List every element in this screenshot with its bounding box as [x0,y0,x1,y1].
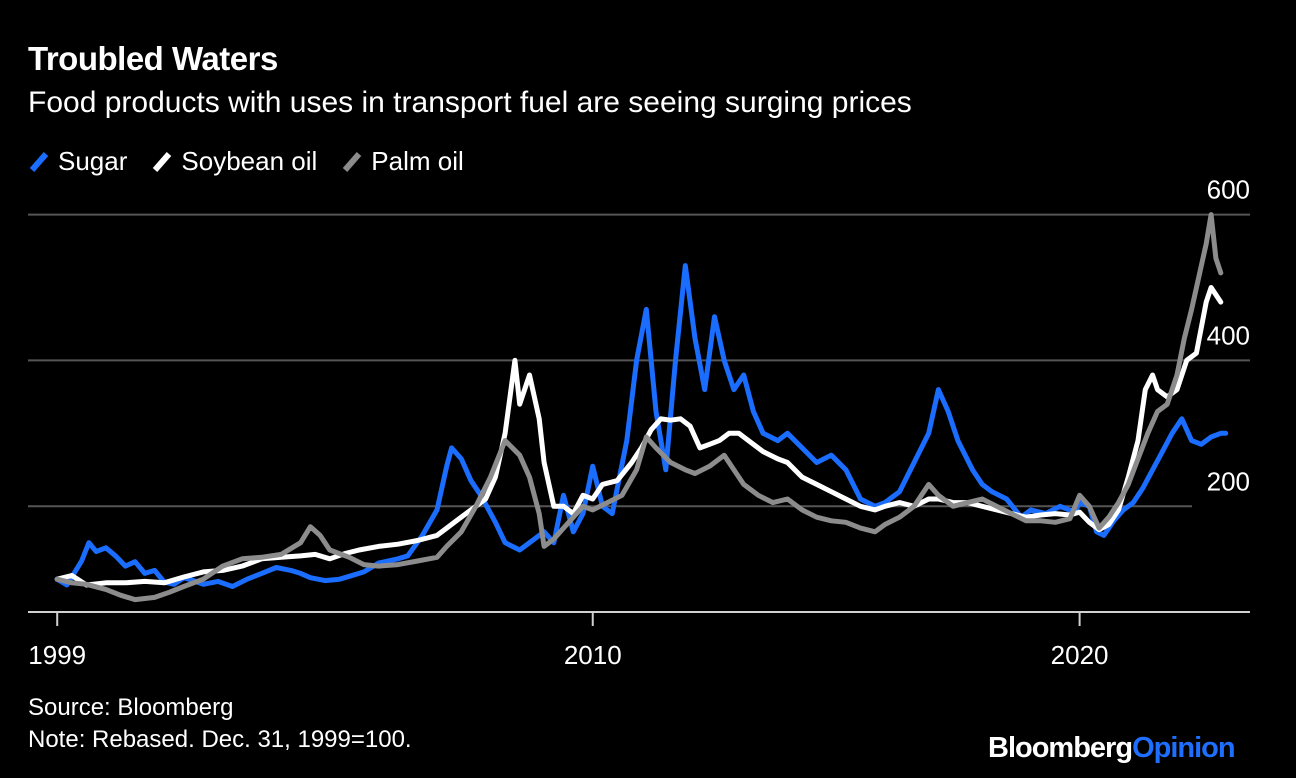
y-tick-label-200: 200 [1207,466,1250,496]
legend-item-palm-oil: Palm oil [341,146,464,177]
rebase-note: Note: Rebased. Dec. 31, 1999=100. [28,726,412,753]
chart-title: Troubled Waters [28,40,278,77]
legend-swatch-sugar [29,151,49,172]
y-tick-label-600: 600 [1207,175,1250,205]
x-tick-label-2020: 2020 [1051,640,1109,670]
legend-item-sugar: Sugar [28,146,127,177]
legend-line-palm-oil [343,151,362,172]
series-line-sugar [54,263,1229,589]
legend-item-soybean-oil: Soybean oil [151,146,317,177]
legend-label-soybean-oil: Soybean oil [181,146,318,176]
legend: Sugar Soybean oil Palm oil [28,146,488,177]
legend-swatch-palm-oil [343,151,362,172]
brand-part-opinion: Opinion [1132,732,1236,764]
bloomberg-opinion-logo: BloombergOpinion [988,732,1236,765]
legend-line-sugar [29,151,49,172]
legend-line-soybean-oil [153,151,172,172]
y-tick-label-400: 400 [1207,320,1250,350]
legend-label-palm-oil: Palm oil [371,146,464,176]
series-line-palm-oil [54,212,1224,603]
brand-part-bloomberg: Bloomberg [988,732,1133,764]
legend-swatch-soybean-oil [153,151,172,172]
source-note: Source: Bloomberg [28,694,234,721]
series-line-soybean-oil [54,285,1224,588]
x-tick-label-1999: 1999 [28,640,86,670]
x-tick-label-2010: 2010 [564,640,622,670]
legend-label-sugar: Sugar [58,146,128,176]
chart-subtitle: Food products with uses in transport fue… [28,86,912,119]
